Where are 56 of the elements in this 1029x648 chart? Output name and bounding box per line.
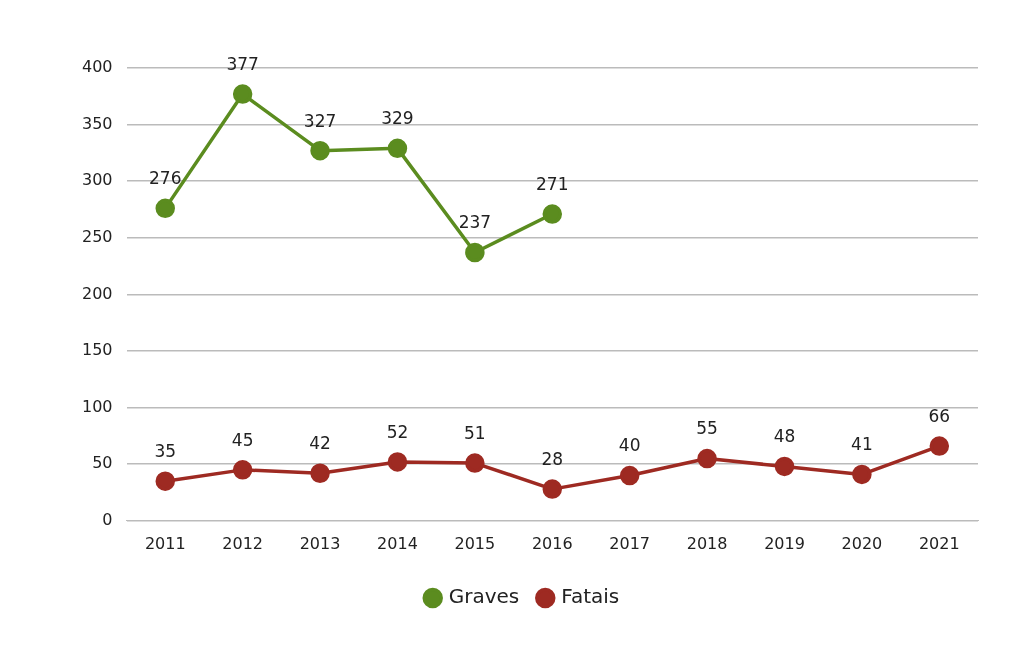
y-tick-label: 400 (81, 57, 113, 77)
legend-label: Fatais (561, 584, 620, 609)
point (929, 436, 950, 456)
point (387, 452, 408, 472)
x-tick-label: 2016 (531, 533, 573, 553)
point (232, 460, 253, 480)
legend-label: Graves (448, 584, 520, 609)
data-label: 276 (149, 168, 182, 189)
x-tick-label: 2021 (918, 533, 960, 553)
y-tick-label: 100 (81, 396, 113, 416)
point (619, 465, 640, 486)
x-tick-label: 2015 (454, 533, 496, 553)
data-label: 377 (226, 53, 259, 74)
data-label: 237 (458, 212, 492, 233)
data-label: 48 (773, 426, 796, 447)
x-tick-label: 2011 (144, 533, 186, 553)
data-label: 40 (618, 435, 641, 456)
point (387, 138, 408, 159)
data-label: 41 (851, 434, 873, 455)
point (774, 456, 795, 477)
y-tick-label: 350 (81, 113, 113, 133)
point (852, 464, 872, 485)
x-tick-label: 2020 (841, 533, 883, 553)
data-label: 52 (386, 421, 409, 442)
data-label: 42 (309, 433, 331, 454)
y-tick-label: 150 (81, 340, 113, 360)
data-label: 35 (154, 441, 177, 462)
point (155, 198, 175, 219)
point (155, 471, 175, 491)
point (310, 140, 330, 161)
y-tick-label: 0 (102, 509, 113, 529)
point (465, 242, 485, 263)
y-tick-label: 250 (81, 226, 113, 246)
data-label: 51 (464, 422, 486, 443)
data-label: 271 (536, 173, 569, 194)
data-label: 28 (541, 449, 564, 470)
data-label: 66 (928, 406, 951, 427)
x-tick-label: 2013 (299, 533, 341, 553)
point (542, 204, 563, 224)
point (310, 463, 330, 484)
data-label: 329 (381, 108, 414, 129)
y-tick-label: 50 (92, 453, 113, 473)
point (542, 479, 563, 499)
x-tick-label: 2019 (764, 533, 805, 553)
point (697, 448, 717, 469)
x-tick-label: 2017 (609, 533, 651, 553)
x-tick-label: 2014 (377, 533, 418, 553)
y-tick-label: 300 (81, 170, 113, 190)
data-label: 55 (696, 418, 718, 439)
x-tick-label: 2012 (222, 533, 264, 553)
point (465, 453, 485, 473)
data-label: 327 (303, 110, 337, 131)
point (232, 84, 253, 104)
y-tick-label: 200 (81, 283, 113, 303)
data-label: 45 (231, 429, 254, 450)
x-tick-label: 2018 (686, 533, 728, 553)
